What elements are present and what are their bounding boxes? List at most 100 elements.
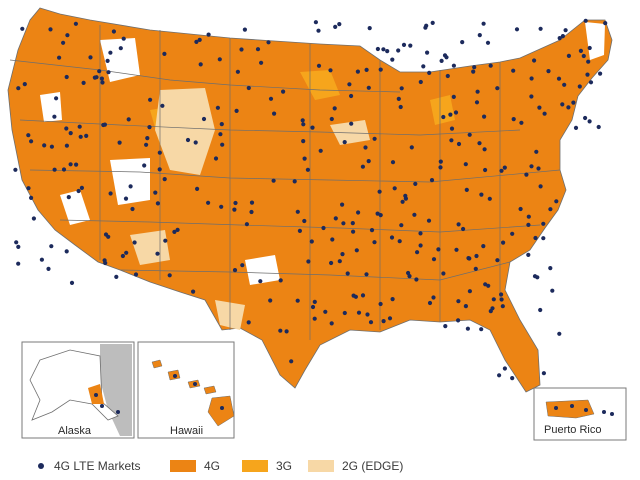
lte-market-dot <box>84 133 89 138</box>
lte-market-dot <box>337 22 342 27</box>
lte-market-dot <box>232 268 238 273</box>
lte-market-dot <box>332 106 337 111</box>
market-dot-icon <box>38 463 44 469</box>
lte-market-dot <box>360 293 366 298</box>
hawaii-label: Hawaii <box>170 425 203 437</box>
lte-market-dot <box>301 139 306 144</box>
lte-market-dot <box>79 185 84 190</box>
lte-market-dot <box>185 137 191 143</box>
lte-market-dot <box>587 119 592 124</box>
lte-market-dot <box>81 80 86 85</box>
lte-market-dot <box>64 74 69 80</box>
lte-market-dot <box>378 301 383 307</box>
lte-market-dot <box>451 94 456 99</box>
lte-market-dot <box>49 244 54 249</box>
lte-market-dot <box>536 166 541 171</box>
lte-market-dot <box>431 257 437 262</box>
lte-market-dot <box>578 48 584 54</box>
lte-market-dot <box>526 252 531 257</box>
lte-market-dot <box>399 223 404 228</box>
lte-market-dot <box>266 40 271 45</box>
lte-market-dot <box>155 251 160 256</box>
lte-market-dot <box>557 331 562 336</box>
lte-market-dot <box>345 271 350 276</box>
lte-market-dot <box>360 164 365 169</box>
lte-market-dot <box>463 304 468 309</box>
lte-market-dot <box>39 257 45 262</box>
lte-market-dot <box>333 24 338 29</box>
lte-market-dot <box>175 227 180 232</box>
lte-market-dot <box>456 141 462 147</box>
lte-market-dot <box>426 218 432 223</box>
lte-market-dot <box>239 47 244 52</box>
alaska-label: Alaska <box>58 425 92 437</box>
lte-market-dot <box>368 320 374 325</box>
lte-market-dot <box>329 116 334 122</box>
lte-market-dot <box>198 62 203 67</box>
lte-market-dot <box>234 108 239 113</box>
lte-market-dot <box>312 316 317 321</box>
2g-swatch-icon <box>308 460 334 472</box>
lte-market-dot <box>541 236 546 241</box>
lte-market-dot <box>13 167 18 172</box>
lte-market-dot <box>475 89 480 94</box>
lte-market-dot <box>73 21 78 26</box>
lte-market-dot <box>396 96 401 101</box>
lte-market-dot <box>337 259 342 264</box>
lte-market-dot <box>482 114 487 119</box>
lte-market-dot <box>162 51 167 57</box>
lte-market-dot <box>310 125 315 130</box>
lte-market-dot <box>519 120 524 125</box>
lte-market-dot <box>456 222 461 227</box>
lte-market-dot <box>529 94 534 99</box>
lte-market-dot <box>316 63 322 68</box>
lte-market-dot <box>153 190 158 195</box>
lte-market-dot <box>16 86 21 91</box>
lte-market-dot <box>497 373 502 378</box>
lte-market-dot <box>105 58 110 64</box>
lte-market-dot <box>268 298 273 303</box>
lte-market-dot <box>418 243 423 248</box>
lte-market-dot <box>318 148 323 153</box>
lte-market-dot <box>42 143 47 148</box>
lte-market-dot <box>306 259 311 264</box>
lte-market-dot <box>542 111 547 116</box>
lte-market-dot <box>195 186 200 191</box>
lte-market-dot <box>587 45 592 51</box>
lte-market-dot <box>563 28 568 33</box>
lte-market-dot <box>242 27 247 32</box>
lte-market-dot <box>562 82 567 87</box>
lte-market-dot <box>351 229 356 234</box>
legend-item-3g: 3G <box>242 456 292 476</box>
lte-market-dot <box>167 273 172 278</box>
lte-market-dot <box>102 122 107 127</box>
lte-market-dot <box>22 82 27 87</box>
lte-market-dot <box>118 46 123 51</box>
lte-market-dot <box>577 84 582 89</box>
lte-market-dot <box>441 271 446 276</box>
lte-market-dot <box>61 167 67 172</box>
lte-market-dot <box>581 53 586 59</box>
lte-market-dot <box>548 207 553 212</box>
lte-market-dot <box>309 239 314 244</box>
lte-market-dot <box>449 126 455 131</box>
lte-market-dot <box>401 42 407 48</box>
lte-market-dot <box>321 225 326 231</box>
lte-market-dot <box>573 125 579 130</box>
lte-market-dot <box>403 193 408 198</box>
lte-market-dot <box>157 150 162 155</box>
lte-market-dot <box>258 279 263 284</box>
lte-market-dot <box>77 124 82 129</box>
lte-market-dot <box>375 46 380 52</box>
lte-market-dot <box>390 57 395 62</box>
lte-market-dot <box>292 179 297 184</box>
lte-market-dot <box>430 20 435 25</box>
lte-market-dot <box>511 117 516 122</box>
lte-market-dot <box>197 37 202 43</box>
lte-market-dot <box>323 309 328 314</box>
lte-market-dot <box>429 178 435 183</box>
lte-market-dot <box>560 34 566 39</box>
lte-market-dot <box>61 40 66 45</box>
lte-market-dot <box>392 186 397 191</box>
lte-market-dot <box>217 57 222 62</box>
